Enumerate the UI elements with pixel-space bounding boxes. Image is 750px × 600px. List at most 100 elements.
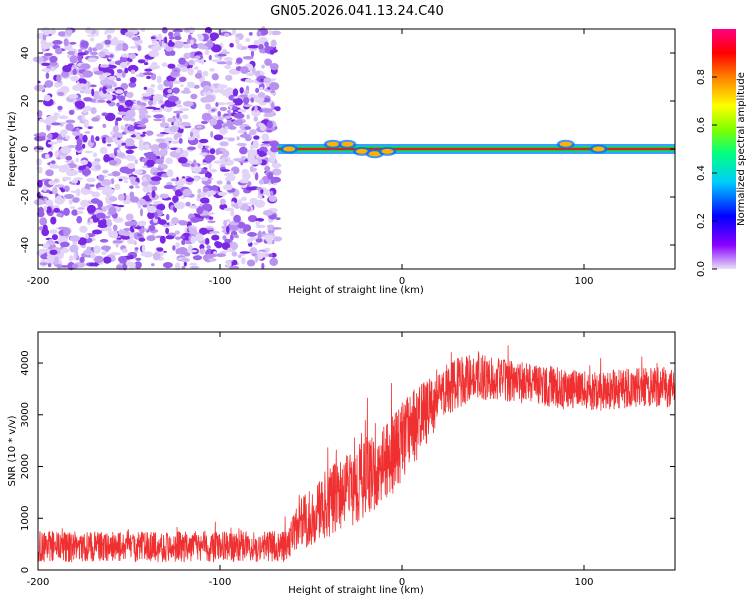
noise-speck	[200, 96, 210, 103]
noise-speck	[259, 36, 268, 44]
noise-speck	[172, 245, 176, 251]
noise-speck	[45, 72, 50, 79]
noise-speck	[81, 86, 87, 90]
noise-speck	[45, 169, 54, 177]
noise-speck	[68, 94, 79, 99]
noise-speck	[85, 27, 93, 34]
noise-speck	[171, 217, 179, 225]
noise-speck	[150, 61, 158, 69]
noise-speck	[170, 178, 177, 182]
colorbar-tick-label: 0.8	[696, 69, 707, 85]
noise-speck	[200, 197, 210, 204]
noise-speck	[142, 204, 148, 208]
noise-speck	[88, 126, 92, 129]
noise-speck	[224, 115, 232, 119]
noise-speck	[118, 178, 123, 182]
colorbar-ticks: 0.0 0.2 0.4 0.6 0.8	[696, 69, 717, 277]
noise-speck	[128, 176, 136, 180]
noise-speck	[109, 196, 118, 202]
noise-speck	[261, 108, 273, 113]
noise-speck	[135, 185, 140, 189]
noise-speck	[89, 184, 95, 187]
noise-speck	[138, 237, 146, 242]
noise-speck	[244, 89, 250, 95]
noise-speck	[128, 53, 136, 60]
noise-speck	[225, 74, 233, 81]
noise-speck	[57, 91, 65, 96]
noise-speck	[128, 254, 134, 260]
noise-speck	[185, 177, 195, 183]
noise-speck	[125, 143, 135, 147]
noise-speck	[91, 191, 101, 198]
noise-speck	[63, 176, 72, 181]
noise-speck	[91, 88, 95, 97]
noise-speck	[112, 224, 118, 231]
noise-speck	[254, 199, 266, 208]
noise-speck	[253, 135, 260, 140]
noise-speck	[97, 187, 108, 191]
noise-speck	[209, 148, 216, 155]
colorbar-label: Normalized spectral amplitude	[736, 72, 747, 226]
noise-speck	[219, 198, 226, 205]
noise-speck	[167, 95, 179, 102]
noise-speck	[145, 87, 155, 95]
noise-speck	[138, 198, 147, 205]
noise-speck	[141, 118, 149, 124]
noise-speck	[72, 64, 77, 70]
noise-speck	[151, 109, 163, 113]
noise-speck	[195, 233, 204, 242]
noise-speck	[229, 42, 234, 48]
noise-speck	[167, 89, 173, 94]
noise-speck	[115, 117, 123, 121]
noise-speck	[113, 132, 123, 138]
noise-speck	[223, 219, 228, 226]
noise-speck	[199, 227, 208, 235]
spectrogram-y-label: Frequency (Hz)	[7, 111, 18, 187]
noise-speck	[217, 191, 228, 196]
noise-speck	[109, 252, 121, 256]
noise-speck	[187, 82, 196, 89]
noise-speck	[246, 259, 256, 267]
noise-speck	[174, 201, 186, 210]
noise-speck	[106, 34, 112, 40]
noise-speck	[116, 69, 123, 74]
noise-speck	[250, 201, 256, 205]
noise-speck	[120, 53, 130, 58]
noise-speck	[118, 229, 126, 236]
noise-speck	[176, 148, 181, 154]
noise-speck	[69, 206, 76, 209]
noise-speck	[121, 142, 126, 146]
noise-speck	[101, 179, 112, 186]
noise-speck	[92, 152, 98, 158]
noise-speck	[229, 70, 241, 75]
noise-speck	[237, 254, 242, 259]
noise-speck	[241, 196, 247, 201]
noise-speck	[129, 185, 134, 189]
noise-speck	[188, 34, 192, 40]
noise-speck	[219, 164, 226, 167]
noise-speck	[137, 220, 147, 227]
noise-speck	[234, 234, 239, 239]
noise-speck	[130, 69, 136, 75]
noise-speck	[69, 235, 81, 242]
noise-speck	[225, 101, 236, 106]
noise-speck	[233, 112, 245, 119]
noise-speck	[60, 248, 70, 253]
noise-speck	[219, 106, 227, 112]
noise-speck	[100, 245, 112, 251]
noise-speck	[180, 257, 190, 263]
noise-speck	[176, 104, 183, 108]
noise-speck	[193, 66, 199, 70]
noise-speck	[170, 71, 180, 77]
noise-speck	[243, 96, 250, 105]
noise-speck	[211, 109, 216, 112]
noise-speck	[87, 57, 98, 63]
noise-speck	[183, 43, 190, 49]
noise-speck	[250, 49, 255, 58]
noise-speck	[183, 87, 190, 94]
noise-speck	[236, 57, 243, 64]
noise-speck	[84, 150, 93, 154]
noise-speck	[178, 76, 187, 83]
noise-speck	[247, 149, 258, 157]
noise-speck	[85, 105, 92, 111]
